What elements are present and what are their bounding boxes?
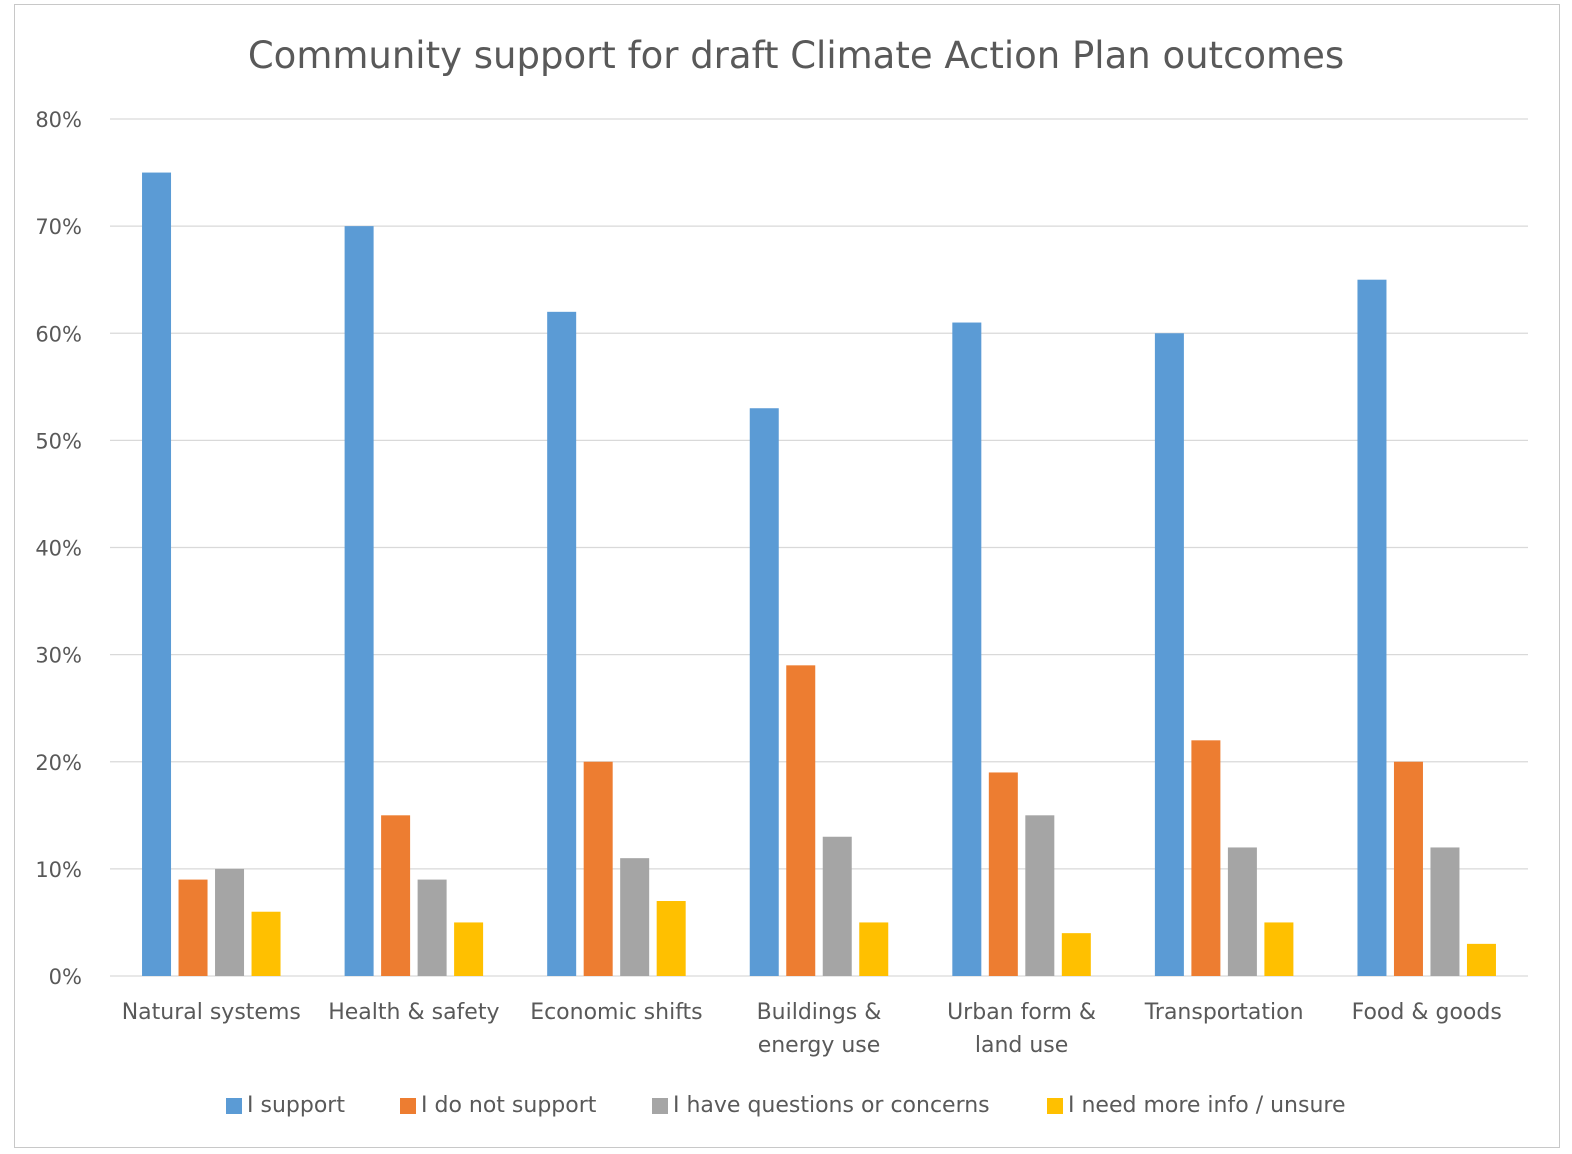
bar (1227, 847, 1257, 976)
bar (1191, 740, 1221, 976)
bar (822, 836, 852, 976)
bar (1430, 847, 1460, 976)
x-axis-categories: Natural systems Health & safety Economic s… (122, 1000, 1502, 1058)
legend-swatch (652, 1098, 668, 1114)
chart-title: Community support for draft Climate Acti… (248, 34, 1344, 77)
bar (381, 815, 411, 976)
x-category-label: Buildings & (757, 1000, 882, 1025)
y-tick-label: 60% (35, 322, 82, 346)
bar (620, 858, 650, 976)
legend-label: I support (247, 1093, 345, 1118)
bar (1264, 922, 1294, 976)
bar (547, 311, 577, 976)
legend-swatch (400, 1098, 416, 1114)
y-axis-ticks: 0% 10% 20% 30% 40% 50% 60% 70% 80% (35, 108, 82, 989)
y-tick-label: 50% (35, 429, 82, 453)
y-tick-label: 20% (35, 751, 82, 775)
bar (583, 761, 613, 976)
legend-label: I do not support (421, 1093, 597, 1118)
bar (454, 922, 484, 976)
legend-swatch (226, 1098, 242, 1114)
x-category-label: energy use (758, 1033, 881, 1058)
bar (1466, 943, 1496, 976)
bar (656, 901, 686, 976)
bar (1061, 933, 1091, 976)
y-tick-label: 70% (35, 215, 82, 239)
bar (215, 868, 245, 976)
legend-label: I need more info / unsure (1068, 1093, 1345, 1118)
bar (952, 322, 982, 977)
x-category-label: Health & safety (328, 1000, 499, 1025)
bar (1154, 333, 1184, 976)
y-tick-label: 10% (35, 858, 82, 882)
legend-swatch (1047, 1098, 1063, 1114)
bar (251, 911, 281, 976)
legend: I support I do not support I have question… (226, 1093, 1345, 1118)
x-category-label: Natural systems (122, 1000, 301, 1025)
y-tick-label: 0% (49, 965, 82, 989)
bar (1025, 815, 1055, 976)
bar (417, 879, 447, 976)
bar (786, 665, 816, 976)
y-tick-label: 80% (35, 108, 82, 132)
gridlines (110, 118, 1528, 977)
legend-label: I have questions or concerns (673, 1093, 990, 1118)
y-tick-label: 40% (35, 537, 82, 561)
bar (344, 226, 374, 976)
x-category-label: Urban form & (947, 1000, 1096, 1025)
x-category-label: Economic shifts (530, 1000, 702, 1025)
bars (142, 172, 1496, 977)
bar (178, 879, 208, 976)
x-category-label: Food & goods (1352, 1000, 1502, 1025)
x-category-label: Transportation (1144, 1000, 1304, 1025)
bar (749, 408, 779, 976)
y-tick-label: 30% (35, 644, 82, 668)
bar (1357, 279, 1387, 976)
x-category-label: land use (975, 1033, 1068, 1058)
bar (859, 922, 889, 976)
bar (142, 172, 172, 976)
bar (988, 772, 1018, 976)
bar (1393, 761, 1423, 976)
